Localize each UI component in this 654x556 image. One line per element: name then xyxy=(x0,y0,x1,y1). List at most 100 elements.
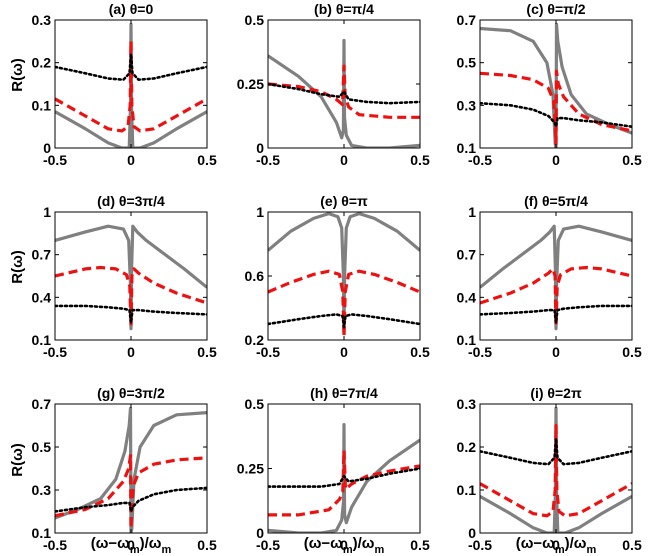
panel-d: (d) θ=3π/4 -0.5 0 0.5 0.1 0.4 0.7 1 xyxy=(32,193,217,360)
series-group-d xyxy=(55,224,207,331)
x-axis-label-col1: (ω−ωm)/ωm xyxy=(91,535,172,556)
panel-a: (a) θ=0-0.5 0 0.500.10.20.3 xyxy=(32,1,217,168)
ytick-label-c: 0.5 xyxy=(457,55,477,71)
panel-title-a: (a) θ=0 xyxy=(109,1,154,17)
series-group-c xyxy=(480,22,632,148)
series-dashed-c xyxy=(480,69,632,146)
y-axis-label-row3: R(ω) xyxy=(9,443,26,477)
series-dashed-f xyxy=(480,265,632,328)
series-dotted-a xyxy=(55,52,207,81)
series-solid-b xyxy=(268,38,420,148)
series-dashed-b xyxy=(268,64,420,119)
series-dotted-f xyxy=(480,304,632,325)
x-axis-label-col2: (ω−ωm)/ωm xyxy=(304,535,385,556)
ytick-label-i: 0.2 xyxy=(457,439,477,455)
series-group-f xyxy=(480,224,632,331)
ytick-label-b: 0.25 xyxy=(237,76,264,92)
xtick-label-f: 0 xyxy=(552,344,560,360)
panel-title-b: (b) θ=π/4 xyxy=(314,1,374,17)
panel-c: (c) θ=π/2 -0.5 0 0.5 0.1 0.3 0.5 0.7 xyxy=(457,1,642,168)
xtick-label-b: 0 xyxy=(340,152,348,168)
xtick-label-h: -0.5 xyxy=(256,537,280,553)
series-solid-f xyxy=(480,224,632,331)
series-dotted-c xyxy=(480,101,632,128)
panel-title-f: (f) θ=5π/4 xyxy=(524,193,588,209)
ytick-label-h: 0.5 xyxy=(245,396,265,412)
series-group-g xyxy=(55,406,207,533)
panel-h: (h) θ=7π/4-0.5 0 0.500.250.5 xyxy=(237,385,430,553)
ytick-label-i: 0.3 xyxy=(457,396,477,412)
ytick-label-i: 0.1 xyxy=(457,482,477,498)
ytick-label-f: 0.1 xyxy=(457,332,477,348)
series-dashed-a xyxy=(55,39,207,133)
panel-title-h: (h) θ=7π/4 xyxy=(310,385,378,401)
ytick-label-e: 1 xyxy=(256,204,264,220)
xtick-label-g: 0 xyxy=(127,537,135,553)
ytick-label-i: 0 xyxy=(468,525,476,541)
ytick-label-a: 0.2 xyxy=(32,55,52,71)
y-axis-label-row1: R(ω) xyxy=(9,58,26,92)
panel-i: (i) θ=2π-0.5 0 0.500.10.20.3 xyxy=(457,385,642,553)
ytick-label-d: 0.1 xyxy=(32,332,52,348)
ytick-label-h: 0.25 xyxy=(237,461,264,477)
xtick-label-i: 0 xyxy=(552,537,560,553)
series-dashed-g xyxy=(55,454,207,531)
panel-f: (f) θ=5π/4 -0.5 0 0.5 0.1 0.4 0.7 1 xyxy=(457,193,642,360)
xtick-label-e: 0 xyxy=(340,344,348,360)
xtick-label-h: 0 xyxy=(340,537,348,553)
panel-g: (g) θ=3π/2 -0.5 0 0.5 0.1 0.3 0.5 0.7 xyxy=(32,385,217,553)
xtick-label-i: -0.5 xyxy=(468,537,492,553)
series-dotted-h xyxy=(268,467,420,488)
ytick-label-a: 0.1 xyxy=(32,97,52,113)
series-group-i xyxy=(480,406,632,533)
series-solid-g xyxy=(55,406,207,533)
series-dotted-d xyxy=(55,304,207,325)
ytick-label-f: 0.4 xyxy=(457,289,477,305)
series-solid-i xyxy=(480,406,632,533)
ytick-label-d: 0.4 xyxy=(32,289,52,305)
series-group-b xyxy=(268,38,420,148)
series-dashed-d xyxy=(55,265,207,328)
xtick-label-b: 0.5 xyxy=(410,152,430,168)
panel-title-g: (g) θ=3π/2 xyxy=(97,385,165,401)
series-solid-h xyxy=(268,423,420,533)
xtick-label-a: 0 xyxy=(127,152,135,168)
ytick-label-g: 0.1 xyxy=(32,525,52,541)
xtick-label-d: -0.5 xyxy=(43,344,67,360)
series-solid-a xyxy=(55,22,207,148)
ytick-label-h: 0 xyxy=(256,525,264,541)
xtick-label-c: -0.5 xyxy=(468,152,492,168)
series-dotted-g xyxy=(55,486,207,513)
ytick-label-g: 0.5 xyxy=(32,439,52,455)
ytick-label-c: 0.3 xyxy=(457,97,477,113)
series-group-e xyxy=(268,212,420,339)
ytick-label-g: 0.7 xyxy=(32,396,52,412)
series-group-h xyxy=(268,423,420,533)
ytick-label-d: 1 xyxy=(43,204,51,220)
panel-b: (b) θ=π/4-0.5 0 0.500.250.5 xyxy=(237,1,430,168)
x-axis-label-col3: (ω−ωm)/ωm xyxy=(516,535,597,556)
xtick-label-i: 0.5 xyxy=(622,537,642,553)
xtick-label-g: -0.5 xyxy=(43,537,67,553)
ytick-label-a: 0 xyxy=(43,140,51,156)
ytick-label-a: 0.3 xyxy=(32,12,52,28)
ytick-label-b: 0.5 xyxy=(245,12,265,28)
xtick-label-c: 0.5 xyxy=(622,152,642,168)
ytick-label-e: 0.2 xyxy=(245,332,265,348)
ytick-label-e: 0.6 xyxy=(245,268,265,284)
ytick-label-f: 1 xyxy=(468,204,476,220)
panel-e: (e) θ=π -0.5 0 0.5 0.2 0.6 1 xyxy=(245,193,430,360)
ytick-label-f: 0.7 xyxy=(457,247,477,263)
series-dashed-h xyxy=(268,448,420,517)
xtick-label-h: 0.5 xyxy=(410,537,430,553)
panel-title-e: (e) θ=π xyxy=(320,193,368,209)
panel-title-d: (d) θ=3π/4 xyxy=(97,193,165,209)
xtick-label-c: 0 xyxy=(552,152,560,168)
xtick-label-a: 0.5 xyxy=(197,152,217,168)
xtick-label-a: -0.5 xyxy=(43,152,67,168)
xtick-label-d: 0 xyxy=(127,344,135,360)
series-group-a xyxy=(55,22,207,148)
xtick-label-g: 0.5 xyxy=(197,537,217,553)
ytick-label-c: 0.7 xyxy=(457,12,477,28)
xtick-label-f: 0.5 xyxy=(622,344,642,360)
